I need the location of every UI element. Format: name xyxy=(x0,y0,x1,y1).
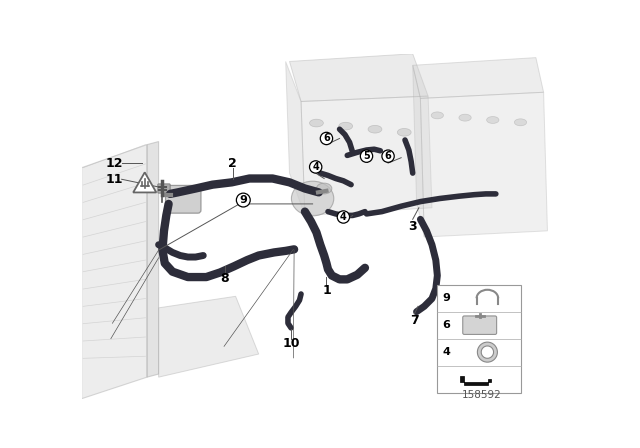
FancyBboxPatch shape xyxy=(463,316,497,334)
Ellipse shape xyxy=(431,112,444,119)
Text: 7: 7 xyxy=(410,314,419,327)
Ellipse shape xyxy=(291,181,334,216)
Text: 2: 2 xyxy=(228,157,237,170)
Polygon shape xyxy=(413,65,424,237)
Ellipse shape xyxy=(316,183,332,194)
Circle shape xyxy=(310,161,322,173)
Ellipse shape xyxy=(459,114,471,121)
Polygon shape xyxy=(413,58,543,99)
Text: 9: 9 xyxy=(239,195,247,205)
Text: 3: 3 xyxy=(408,220,417,233)
Polygon shape xyxy=(289,54,428,102)
Text: 6: 6 xyxy=(443,320,451,330)
Circle shape xyxy=(337,211,349,223)
Text: 4: 4 xyxy=(312,162,319,172)
Circle shape xyxy=(236,193,250,207)
Polygon shape xyxy=(159,296,259,377)
Text: 4: 4 xyxy=(443,347,451,357)
Text: 158592: 158592 xyxy=(462,390,502,400)
Text: 1: 1 xyxy=(322,284,331,297)
Polygon shape xyxy=(460,376,492,385)
FancyBboxPatch shape xyxy=(166,185,201,213)
Ellipse shape xyxy=(397,129,411,136)
Text: 9: 9 xyxy=(443,293,451,303)
Text: 4: 4 xyxy=(340,212,347,222)
Text: 6: 6 xyxy=(323,134,330,143)
Circle shape xyxy=(382,150,394,162)
Polygon shape xyxy=(420,92,547,237)
Polygon shape xyxy=(147,142,159,377)
Text: 12: 12 xyxy=(105,157,123,170)
Text: 10: 10 xyxy=(282,337,300,350)
Ellipse shape xyxy=(368,125,382,133)
Polygon shape xyxy=(81,145,147,399)
Polygon shape xyxy=(285,61,305,215)
Circle shape xyxy=(360,150,372,162)
Text: 5: 5 xyxy=(363,151,370,161)
Bar xyxy=(437,285,520,392)
Ellipse shape xyxy=(515,119,527,126)
Polygon shape xyxy=(133,172,156,193)
Ellipse shape xyxy=(310,119,323,127)
Text: 6: 6 xyxy=(385,151,392,161)
FancyBboxPatch shape xyxy=(158,184,170,193)
Ellipse shape xyxy=(486,116,499,124)
Polygon shape xyxy=(301,96,432,215)
Ellipse shape xyxy=(339,122,353,130)
Text: 11: 11 xyxy=(105,173,123,186)
Circle shape xyxy=(320,132,333,145)
Text: 8: 8 xyxy=(221,272,229,285)
